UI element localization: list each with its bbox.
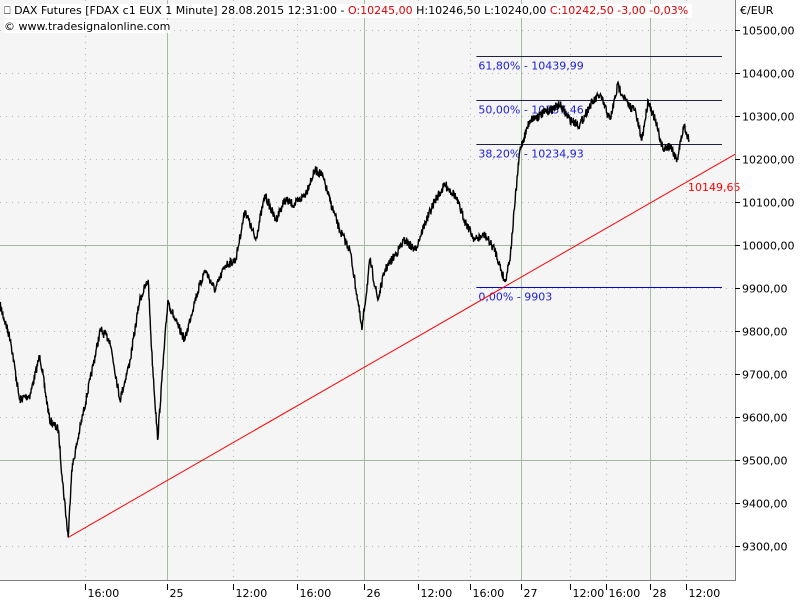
y-tick-label: 9400,00 bbox=[742, 498, 788, 511]
currency-unit: €/EUR bbox=[740, 4, 774, 17]
trendline-value-label: 10149,65 bbox=[688, 181, 741, 194]
price-line bbox=[0, 80, 690, 538]
x-tick-label: 16:00 bbox=[88, 587, 120, 600]
price-series bbox=[0, 80, 690, 538]
y-tick-label: 10300,00 bbox=[742, 111, 795, 124]
x-tick-label: 27 bbox=[524, 587, 538, 600]
y-axis: 9300,00 9400,00 9500,00 9600,00 9700,00 9800,… bbox=[735, 25, 795, 554]
chart-header: ⎕ DAX Futures [FDAX c1 EUX 1 Minute] 28.… bbox=[4, 4, 693, 18]
y-tick-label: 9500,00 bbox=[742, 455, 788, 468]
change-value: -3,00 bbox=[617, 4, 646, 17]
low-value: L:10240,00 bbox=[484, 4, 547, 17]
trendline-line bbox=[67, 153, 736, 538]
fib-level-label: 38,20% - 10234,93 bbox=[478, 148, 583, 161]
x-tick-label: 26 bbox=[367, 587, 381, 600]
x-axis: 16:00 25 12:00 16:00 26 12:00 16:00 27 12:00 16:0… bbox=[85, 584, 721, 600]
open-value: O:10245,00 bbox=[347, 4, 413, 17]
fib-level-label: 61,80% - 10439,99 bbox=[478, 60, 583, 73]
grid bbox=[0, 0, 735, 580]
x-tick-label: 12:00 bbox=[689, 587, 721, 600]
y-tick-label: 9600,00 bbox=[742, 412, 788, 425]
y-tick-label: 9700,00 bbox=[742, 369, 788, 382]
chart-title: DAX Futures [FDAX c1 EUX 1 Minute] 28.08… bbox=[14, 4, 348, 17]
fib-level-label: 0,00% - 9903 bbox=[478, 291, 552, 304]
change-pct-value: -0,03% bbox=[649, 4, 689, 17]
y-tick-label: 9300,00 bbox=[742, 541, 788, 554]
high-value: H:10246,50 bbox=[416, 4, 481, 17]
x-tick-label: 28 bbox=[653, 587, 667, 600]
x-tick-label: 12:00 bbox=[421, 587, 453, 600]
y-tick-label: 10400,00 bbox=[742, 68, 795, 81]
y-tick-label: 10100,00 bbox=[742, 197, 795, 210]
y-tick-label: 10000,00 bbox=[742, 240, 795, 253]
y-tick-label: 9900,00 bbox=[742, 283, 788, 296]
x-tick-label: 25 bbox=[170, 587, 184, 600]
y-tick-label: 10200,00 bbox=[742, 154, 795, 167]
copyright: © www.tradesignalonline.com bbox=[4, 20, 171, 33]
y-tick-label: 9800,00 bbox=[742, 326, 788, 339]
x-tick-label: 16:00 bbox=[300, 587, 332, 600]
close-value: C:10242,50 bbox=[549, 4, 614, 17]
candlestick-icon: ⎕ bbox=[4, 4, 11, 17]
x-tick-label: 16:00 bbox=[473, 587, 505, 600]
x-tick-label: 16:00 bbox=[609, 587, 641, 600]
trendline[interactable]: 10149,65 bbox=[67, 153, 741, 538]
y-tick-label: 10500,00 bbox=[742, 25, 795, 38]
x-tick-label: 12:00 bbox=[236, 587, 268, 600]
x-tick-label: 12:00 bbox=[573, 587, 605, 600]
